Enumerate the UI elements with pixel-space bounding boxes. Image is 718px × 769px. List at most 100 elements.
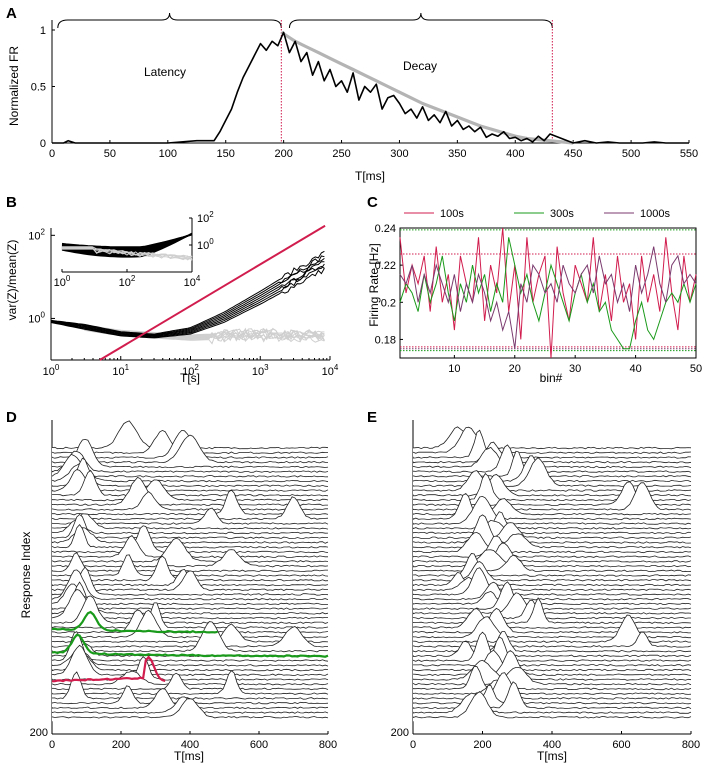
stacked-trace-mask xyxy=(413,555,691,575)
panel-c-legend-label: 100s xyxy=(440,208,464,220)
stacked-trace xyxy=(412,581,692,610)
stacked-trace-mask xyxy=(413,482,691,514)
stacked-trace xyxy=(51,566,329,596)
panel-c-ylabel: Firing Rate [Hz] xyxy=(367,243,381,326)
panel-d-xlabel: T[ms] xyxy=(174,749,204,763)
panel-a-x-tick-label: 250 xyxy=(332,148,350,160)
stacked-trace xyxy=(412,592,692,615)
panel-b-inset-shuffled-trace xyxy=(62,246,193,261)
panel-c-x-tick-label: 30 xyxy=(569,363,581,375)
stacked-trace xyxy=(412,450,692,478)
stacked-trace xyxy=(412,532,692,554)
decay-annotation: Decay xyxy=(403,59,437,73)
panel-c-xlabel: bin# xyxy=(540,371,563,385)
highlighted-trace-red xyxy=(51,655,166,683)
panel-a-x-tick-label: 300 xyxy=(390,148,408,160)
stacked-trace-mask xyxy=(413,522,691,542)
panel-a-x-tick-label: 550 xyxy=(680,148,698,160)
panel-a-x-tick-label: 400 xyxy=(506,148,524,160)
stacked-trace-mask xyxy=(413,481,691,509)
stacked-trace xyxy=(412,444,692,473)
stacked-trace xyxy=(412,495,692,525)
stacked-trace xyxy=(412,650,692,676)
stacked-trace xyxy=(412,641,692,658)
stacked-x-tick-label: 0 xyxy=(410,739,416,751)
stacked-trace xyxy=(412,535,692,558)
stacked-x-tick-label: 0 xyxy=(49,739,55,751)
panel-b-plot: 100 101 102 103 104 100 102 100 102 104 100 102 xyxy=(28,210,339,378)
stacked-trace xyxy=(51,670,329,686)
panel-a-ylabel: Normalized FR xyxy=(7,46,21,126)
stacked-trace xyxy=(412,549,692,568)
stacked-trace xyxy=(51,463,329,483)
stacked-x-tick-label: 200 xyxy=(473,739,491,751)
stacked-trace-mask xyxy=(52,525,328,556)
stacked-trace xyxy=(413,665,692,691)
stacked-trace xyxy=(412,492,692,521)
panel-b-x-tick-label: 102 xyxy=(182,363,199,378)
stacked-trace-mask xyxy=(413,632,691,665)
panel-c-x-tick-label: 50 xyxy=(690,363,702,375)
stacked-trace-mask xyxy=(413,592,691,618)
panel-b-y-tick-label: 100 xyxy=(28,310,45,325)
panel-c-y-tick-label: 0.22 xyxy=(375,260,396,272)
panel-b-x-tick-label: 103 xyxy=(252,363,269,378)
stacked-trace-mask xyxy=(413,641,691,660)
stacked-trace xyxy=(51,537,329,563)
stacked-trace xyxy=(412,519,692,535)
stacked-trace-mask xyxy=(413,691,691,722)
stacked-x-tick-label: 600 xyxy=(612,739,630,751)
highlighted-trace-green xyxy=(51,633,329,658)
stacked-trace xyxy=(51,570,328,591)
stacked-trace xyxy=(412,522,692,540)
stacked-trace xyxy=(412,426,692,450)
stacked-trace-mask xyxy=(52,435,328,467)
stacked-trace xyxy=(51,513,329,530)
stacked-trace xyxy=(412,441,692,464)
stacked-trace xyxy=(51,469,329,497)
stacked-trace-mask xyxy=(413,498,691,519)
stacked-trace xyxy=(412,533,692,549)
stacked-trace-mask xyxy=(52,602,328,632)
stacked-trace xyxy=(412,590,692,606)
latency-annotation: Latency xyxy=(144,65,186,79)
panel-b-fano-trace xyxy=(50,263,325,338)
stacked-x-tick-label: 800 xyxy=(319,739,337,751)
stacked-trace-mask xyxy=(52,595,328,627)
panel-a-y-tick-label: 1 xyxy=(40,25,46,37)
stacked-trace xyxy=(51,595,329,625)
panel-b-inset-fano-trace xyxy=(61,232,193,258)
stacked-trace xyxy=(51,450,329,473)
stacked-trace-mask xyxy=(413,493,691,523)
panel-b-shuffled-trace xyxy=(84,324,325,339)
stacked-trace xyxy=(412,685,692,705)
stacked-trace xyxy=(412,581,692,601)
panel-b-inset-x-tick-label: 104 xyxy=(184,274,201,289)
panel-a-y-tick-label: 0.5 xyxy=(31,82,46,94)
stacked-trace xyxy=(51,672,329,691)
stacked-trace-mask xyxy=(52,688,328,712)
panel-a-plot: 0 50 100 150 200 250 300 350 400 450 500 550 0 0.5 1 xyxy=(31,12,698,160)
stacked-trace-mask xyxy=(413,600,691,623)
stacked-trace-mask xyxy=(413,681,691,712)
panel-a-xlabel: T[ms] xyxy=(355,169,385,183)
stacked-trace-mask xyxy=(413,447,691,471)
stacked-trace-mask xyxy=(413,581,691,613)
panel-c-legend-label: 1000s xyxy=(640,208,670,220)
stacked-trace xyxy=(51,698,329,719)
stacked-trace xyxy=(51,569,329,601)
stacked-trace-mask xyxy=(52,570,328,594)
panel-a-x-tick-label: 500 xyxy=(622,148,640,160)
stacked-trace xyxy=(51,621,329,653)
stacked-trace-mask xyxy=(52,685,328,708)
latency-brace xyxy=(57,12,282,29)
stacked-y-tick-label: 200 xyxy=(30,727,48,739)
panel-b-x-tick-label: 100 xyxy=(43,363,60,378)
stacked-trace-mask xyxy=(413,650,691,679)
stacked-trace-mask xyxy=(52,698,328,722)
panel-c-plot: 10 20 30 40 50 0.18 0.2 0.22 0.24 100s 300s 1000s xyxy=(375,208,703,375)
stacked-trace-mask xyxy=(413,660,691,684)
panel-b-x-tick-label: 101 xyxy=(112,363,129,378)
